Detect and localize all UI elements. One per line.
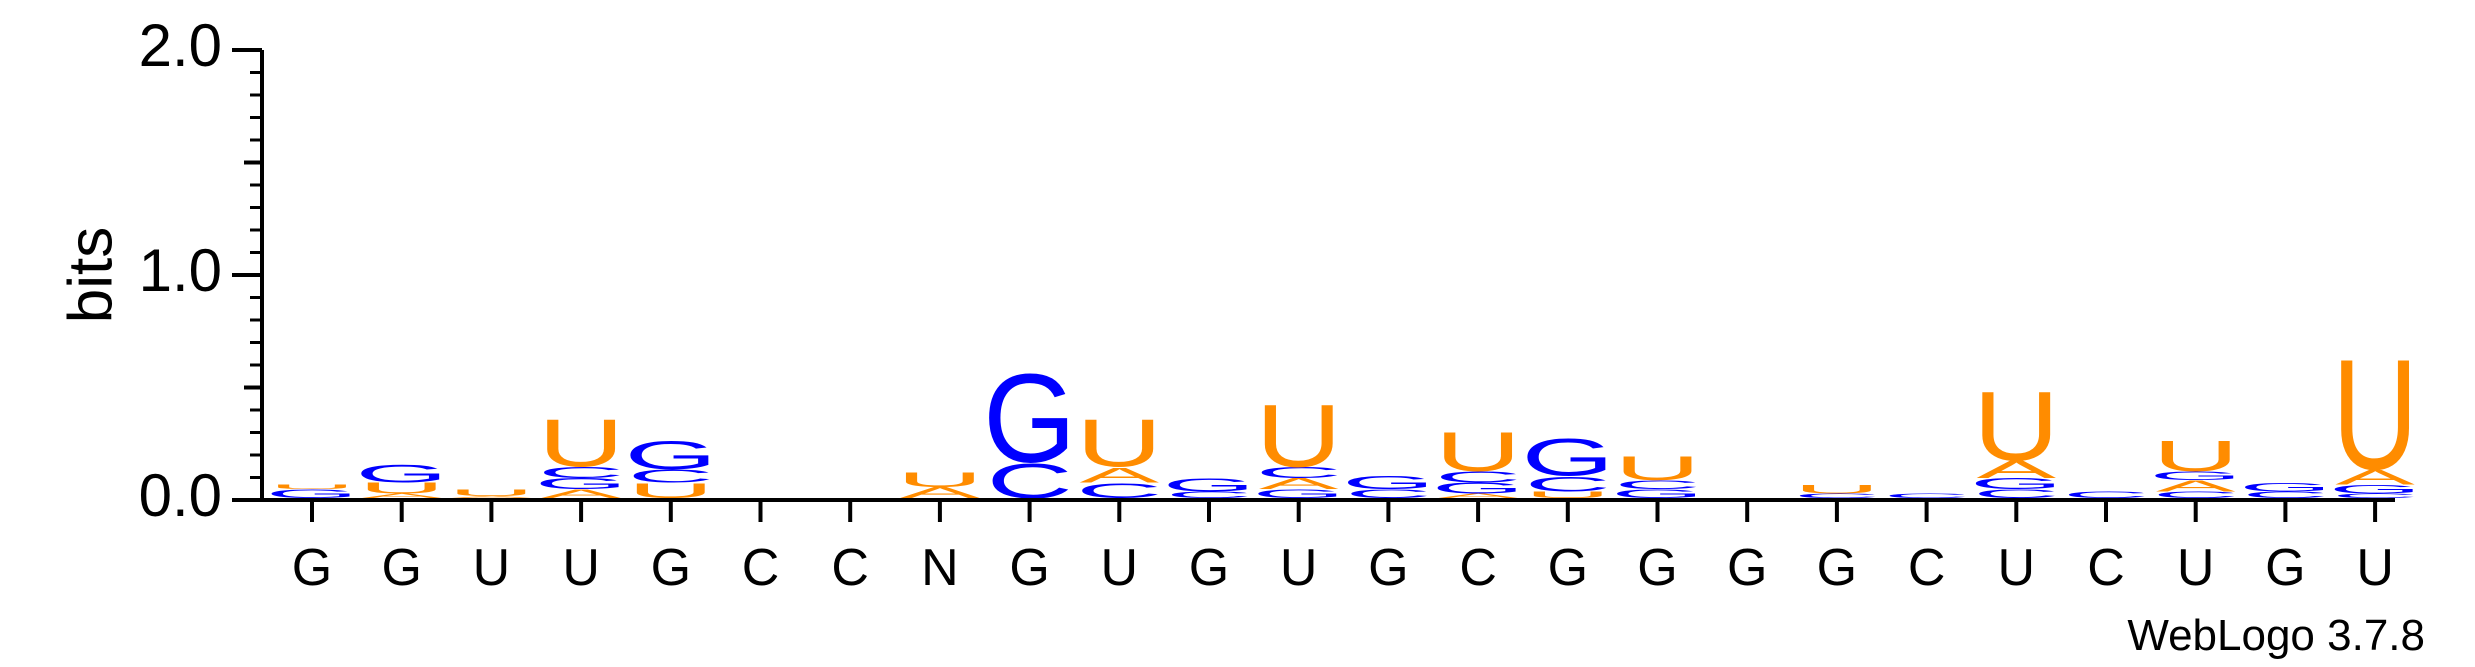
logo-letter-c: C bbox=[1435, 468, 1521, 485]
logo-letter-a: A bbox=[2335, 465, 2416, 489]
logo-letter-g: G bbox=[624, 432, 717, 477]
logo-letter-u: U bbox=[1794, 482, 1880, 496]
logo-letter-g: G bbox=[2329, 482, 2422, 496]
x-tick-label: U bbox=[1101, 539, 1139, 597]
logo-letter-c: C bbox=[2242, 490, 2328, 500]
x-tick-label: C bbox=[1908, 539, 1946, 597]
logo-letter-u: U bbox=[897, 467, 983, 491]
logo-letter-g: G bbox=[1611, 487, 1704, 501]
logo-letter-g: G bbox=[535, 475, 628, 492]
y-tick-label: 1.0 bbox=[139, 237, 222, 304]
logo-letter-c: C bbox=[1525, 472, 1611, 496]
logo-letter-g: G bbox=[355, 460, 448, 487]
x-tick-label: U bbox=[1280, 539, 1318, 597]
logo-letter-u: U bbox=[1614, 449, 1700, 487]
logo-letter-g: G bbox=[983, 349, 1076, 490]
x-tick-label: G bbox=[651, 539, 691, 597]
logo-letter-g: G bbox=[2239, 480, 2332, 494]
logo-letter-a: A bbox=[362, 492, 443, 499]
logo-letter-u: U bbox=[359, 480, 445, 497]
logo-letter-u: U bbox=[538, 405, 624, 481]
x-tick-label: G bbox=[1727, 539, 1767, 597]
x-tick-label: C bbox=[742, 539, 780, 597]
y-tick-label: 0.0 bbox=[139, 462, 222, 529]
logo-letter-a: A bbox=[900, 484, 980, 501]
logo-letter-c: C bbox=[1794, 492, 1880, 499]
x-tick-label: U bbox=[473, 539, 511, 597]
logo-letter-c: C bbox=[1256, 464, 1342, 481]
logo-letter-c: C bbox=[1973, 487, 2059, 501]
x-tick-label: G bbox=[1368, 539, 1408, 597]
logo-letter-g: G bbox=[266, 487, 359, 501]
logo-letter-a: A bbox=[2156, 477, 2236, 494]
logo-letter-u: U bbox=[1973, 371, 2059, 481]
logo-letter-a: A bbox=[1976, 456, 2056, 483]
logo-letter-c: C bbox=[628, 466, 714, 487]
logo-letter-g: G bbox=[2149, 469, 2242, 483]
x-tick-label: U bbox=[562, 539, 600, 597]
logo-letter-a: A bbox=[1079, 463, 1160, 487]
logo-letter-a: A bbox=[1438, 492, 1519, 499]
x-tick-label: G bbox=[1548, 539, 1588, 597]
logo-letter-c: C bbox=[1166, 490, 1252, 500]
y-ticks: 0.0 1.0 2.0 bbox=[139, 12, 262, 529]
logo-letter-g: G bbox=[1521, 428, 1614, 487]
x-tick-label: C bbox=[2087, 539, 2125, 597]
logo-letter-u: U bbox=[448, 487, 534, 497]
logo-letter-u: U bbox=[1256, 386, 1342, 486]
logo-letter-u: U bbox=[1076, 405, 1162, 481]
footer-label: WebLogo 3.7.8 bbox=[2127, 611, 2425, 660]
logo-letter-g: G bbox=[1432, 480, 1525, 497]
x-tick-label: G bbox=[381, 539, 421, 597]
logo-letter-c: C bbox=[538, 464, 624, 481]
x-tick-label: N bbox=[921, 539, 959, 597]
logo-letter-g: G bbox=[1342, 473, 1435, 494]
logo-letter-a: A bbox=[541, 487, 621, 501]
x-tick-label: C bbox=[1459, 539, 1497, 597]
x-tick-label: G bbox=[292, 539, 332, 597]
logo-letter-c: C bbox=[2153, 490, 2239, 500]
y-axis-label: bits bbox=[56, 227, 125, 323]
logo-letter-g: G bbox=[1252, 487, 1345, 501]
x-tick-label: G bbox=[1637, 539, 1677, 597]
x-tick-label: G bbox=[1189, 539, 1229, 597]
logo-letter-c: C bbox=[2332, 492, 2418, 499]
x-tick-label: U bbox=[2356, 539, 2394, 597]
logo-letter-c: C bbox=[1345, 487, 1431, 501]
logo-letter-u: U bbox=[2153, 433, 2239, 481]
y-tick-label: 2.0 bbox=[139, 12, 222, 79]
logo-letter-c: C bbox=[2063, 490, 2149, 500]
x-tick-label: G bbox=[2265, 539, 2305, 597]
logo-letter-a: A bbox=[1259, 475, 1339, 492]
x-tick-label: G bbox=[1009, 539, 1049, 597]
x-tick-label: U bbox=[1998, 539, 2036, 597]
logo-letter-u: U bbox=[269, 483, 355, 490]
x-tick-label: C bbox=[831, 539, 869, 597]
logo-letter-g: G bbox=[1970, 475, 2063, 492]
x-tick-label: G bbox=[1817, 539, 1857, 597]
logo-letter-u: U bbox=[1435, 421, 1521, 483]
logo-letter-u: U bbox=[2332, 327, 2418, 503]
logo-letter-c: C bbox=[1614, 478, 1700, 492]
logo-letter-u: U bbox=[1525, 490, 1611, 500]
x-tick-label: U bbox=[2177, 539, 2215, 597]
logo-letter-g: G bbox=[1163, 475, 1256, 496]
logo-letter-a: A bbox=[452, 495, 533, 498]
logo-letter-c: C bbox=[1883, 492, 1969, 499]
